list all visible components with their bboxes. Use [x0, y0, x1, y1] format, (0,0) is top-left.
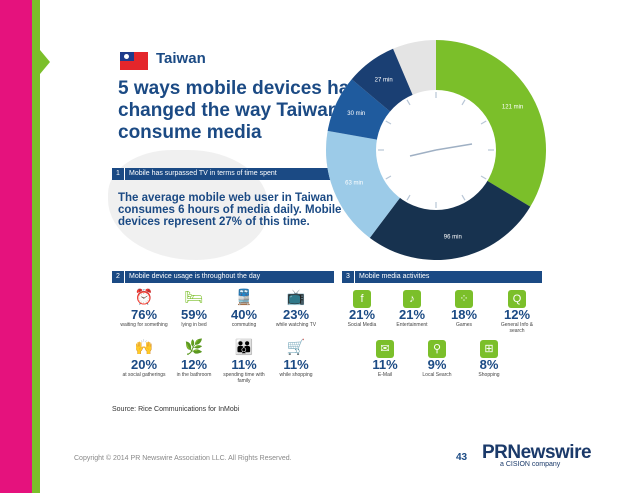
activity-icon: f — [340, 288, 384, 308]
clock-segment-label: 30 min — [347, 111, 365, 117]
activity-icon: ⊞ — [466, 338, 512, 358]
usage-label: at social gatherings — [122, 372, 166, 378]
page-number: 43 — [456, 452, 468, 463]
brand-tagline: a CISION company — [500, 461, 561, 468]
clock-tick — [480, 175, 487, 180]
headline: 5 ways mobile devices have changed the w… — [118, 78, 371, 143]
activity-percent: 18% — [450, 307, 478, 322]
activity-percent: 8% — [479, 357, 499, 372]
activity-label: Shopping — [478, 372, 500, 378]
section-2-bar: 2 Mobile device usage is throughout the d… — [112, 271, 334, 283]
clock-tick — [406, 194, 411, 201]
activity-label: Social Media — [347, 322, 377, 328]
activity-item: ⚲ 9% Local Search — [414, 338, 460, 378]
clock-tick — [461, 194, 466, 201]
usage-item: 🛒 11% while shopping — [268, 338, 324, 378]
usage-label: spending time with family — [223, 372, 265, 384]
activity-icon: ⚲ — [414, 338, 460, 358]
activity-item: ✉ 11% E-Mail — [362, 338, 408, 378]
copyright-text: Copyright © 2014 PR Newswire Association… — [74, 455, 292, 462]
activity-item: ⁘ 18% Games — [442, 288, 486, 328]
usage-percent: 76% — [130, 307, 158, 322]
usage-icon: 👪 — [234, 339, 254, 356]
activity-percent: 12% — [503, 307, 531, 322]
usage-item: 🌿 12% in the bathroom — [168, 338, 220, 378]
usage-label: lying in bed — [181, 322, 207, 328]
clock-segment-label: 121 min — [502, 105, 523, 111]
activity-percent: 11% — [372, 357, 398, 372]
clock-tick — [385, 175, 392, 180]
usage-item: 📺 23% while watching TV — [268, 288, 324, 328]
left-accent-bar — [0, 0, 32, 493]
activity-label: Games — [455, 322, 473, 328]
usage-icon: ⏰ — [134, 289, 154, 306]
clock-minute-hand — [435, 143, 473, 151]
usage-icon: 🙌 — [134, 339, 154, 356]
activity-icon: ♪ — [390, 288, 434, 308]
prnewswire-logo: PRNewswire — [482, 442, 592, 463]
usage-percent: 40% — [230, 307, 258, 322]
section-2-title: Mobile device usage is throughout the da… — [129, 273, 261, 280]
section-3-bar: 3 Mobile media activities — [342, 271, 542, 283]
usage-item: 🚆 40% commuting — [218, 288, 270, 328]
clock-hour-hand — [409, 149, 437, 157]
activity-percent: 21% — [348, 307, 376, 322]
clock-segment-label: 96 min — [444, 234, 462, 240]
activity-item: Q 12% General Info & search — [494, 288, 540, 334]
usage-percent: 12% — [180, 357, 208, 372]
clock-tick — [461, 99, 466, 106]
usage-label: in the bathroom — [176, 372, 212, 378]
section-1-number: 1 — [112, 168, 125, 180]
activity-item: ⊞ 8% Shopping — [466, 338, 512, 378]
activity-icon: Q — [494, 288, 540, 308]
activity-label: Entertainment — [396, 322, 428, 328]
usage-percent: 20% — [130, 357, 158, 372]
usage-percent: 11% — [283, 357, 309, 372]
clock-tick — [406, 99, 411, 106]
section-3-number: 3 — [342, 271, 355, 283]
activity-percent: 21% — [398, 307, 426, 322]
usage-icon: 🌿 — [184, 339, 204, 356]
clock-tick — [480, 120, 487, 125]
usage-item: 👪 11% spending time with family — [218, 338, 270, 384]
activity-item: f 21% Social Media — [340, 288, 384, 328]
usage-label: commuting — [231, 322, 257, 328]
country-title: Taiwan — [156, 50, 206, 67]
activity-percent: 9% — [427, 357, 447, 372]
activity-item: ♪ 21% Entertainment — [390, 288, 434, 328]
activity-label: General Info & search — [500, 322, 534, 334]
usage-icon: 🛏 — [184, 289, 204, 306]
taiwan-flag-icon — [120, 52, 148, 70]
usage-item: 🙌 20% at social gatherings — [118, 338, 170, 378]
usage-item: 🛏 59% lying in bed — [168, 288, 220, 328]
source-note: Source: Rice Communications for InMobi — [112, 406, 240, 413]
usage-percent: 59% — [180, 307, 208, 322]
section-2-number: 2 — [112, 271, 125, 283]
time-spent-description: The average mobile web user in Taiwan co… — [118, 192, 342, 228]
activity-label: E-Mail — [377, 372, 393, 378]
usage-label: while watching TV — [275, 322, 317, 328]
usage-icon: 🛒 — [286, 339, 306, 356]
usage-label: while shopping — [279, 372, 313, 378]
slide-marker — [40, 50, 50, 74]
usage-percent: 23% — [282, 307, 310, 322]
left-accent-stripe — [32, 0, 40, 493]
section-1-title: Mobile has surpassed TV in terms of time… — [129, 170, 277, 177]
usage-icon: 🚆 — [234, 289, 254, 306]
clock-tick — [385, 120, 392, 125]
activity-label: Local Search — [422, 372, 452, 378]
activity-icon: ✉ — [362, 338, 408, 358]
usage-item: ⏰ 76% waiting for something — [118, 288, 170, 328]
section-1-bar: 1 Mobile has surpassed TV in terms of tim… — [112, 168, 332, 180]
usage-percent: 11% — [231, 357, 257, 372]
activity-icon: ⁘ — [442, 288, 486, 308]
clock-segment-label: 27 min — [375, 77, 393, 83]
clock-segment-label: 63 min — [345, 180, 363, 186]
usage-label: waiting for something — [120, 322, 168, 328]
usage-icon: 📺 — [286, 289, 306, 306]
section-3-title: Mobile media activities — [359, 273, 430, 280]
media-time-clock-chart: 121 min 96 min 63 min 30 min 27 min — [326, 40, 546, 260]
